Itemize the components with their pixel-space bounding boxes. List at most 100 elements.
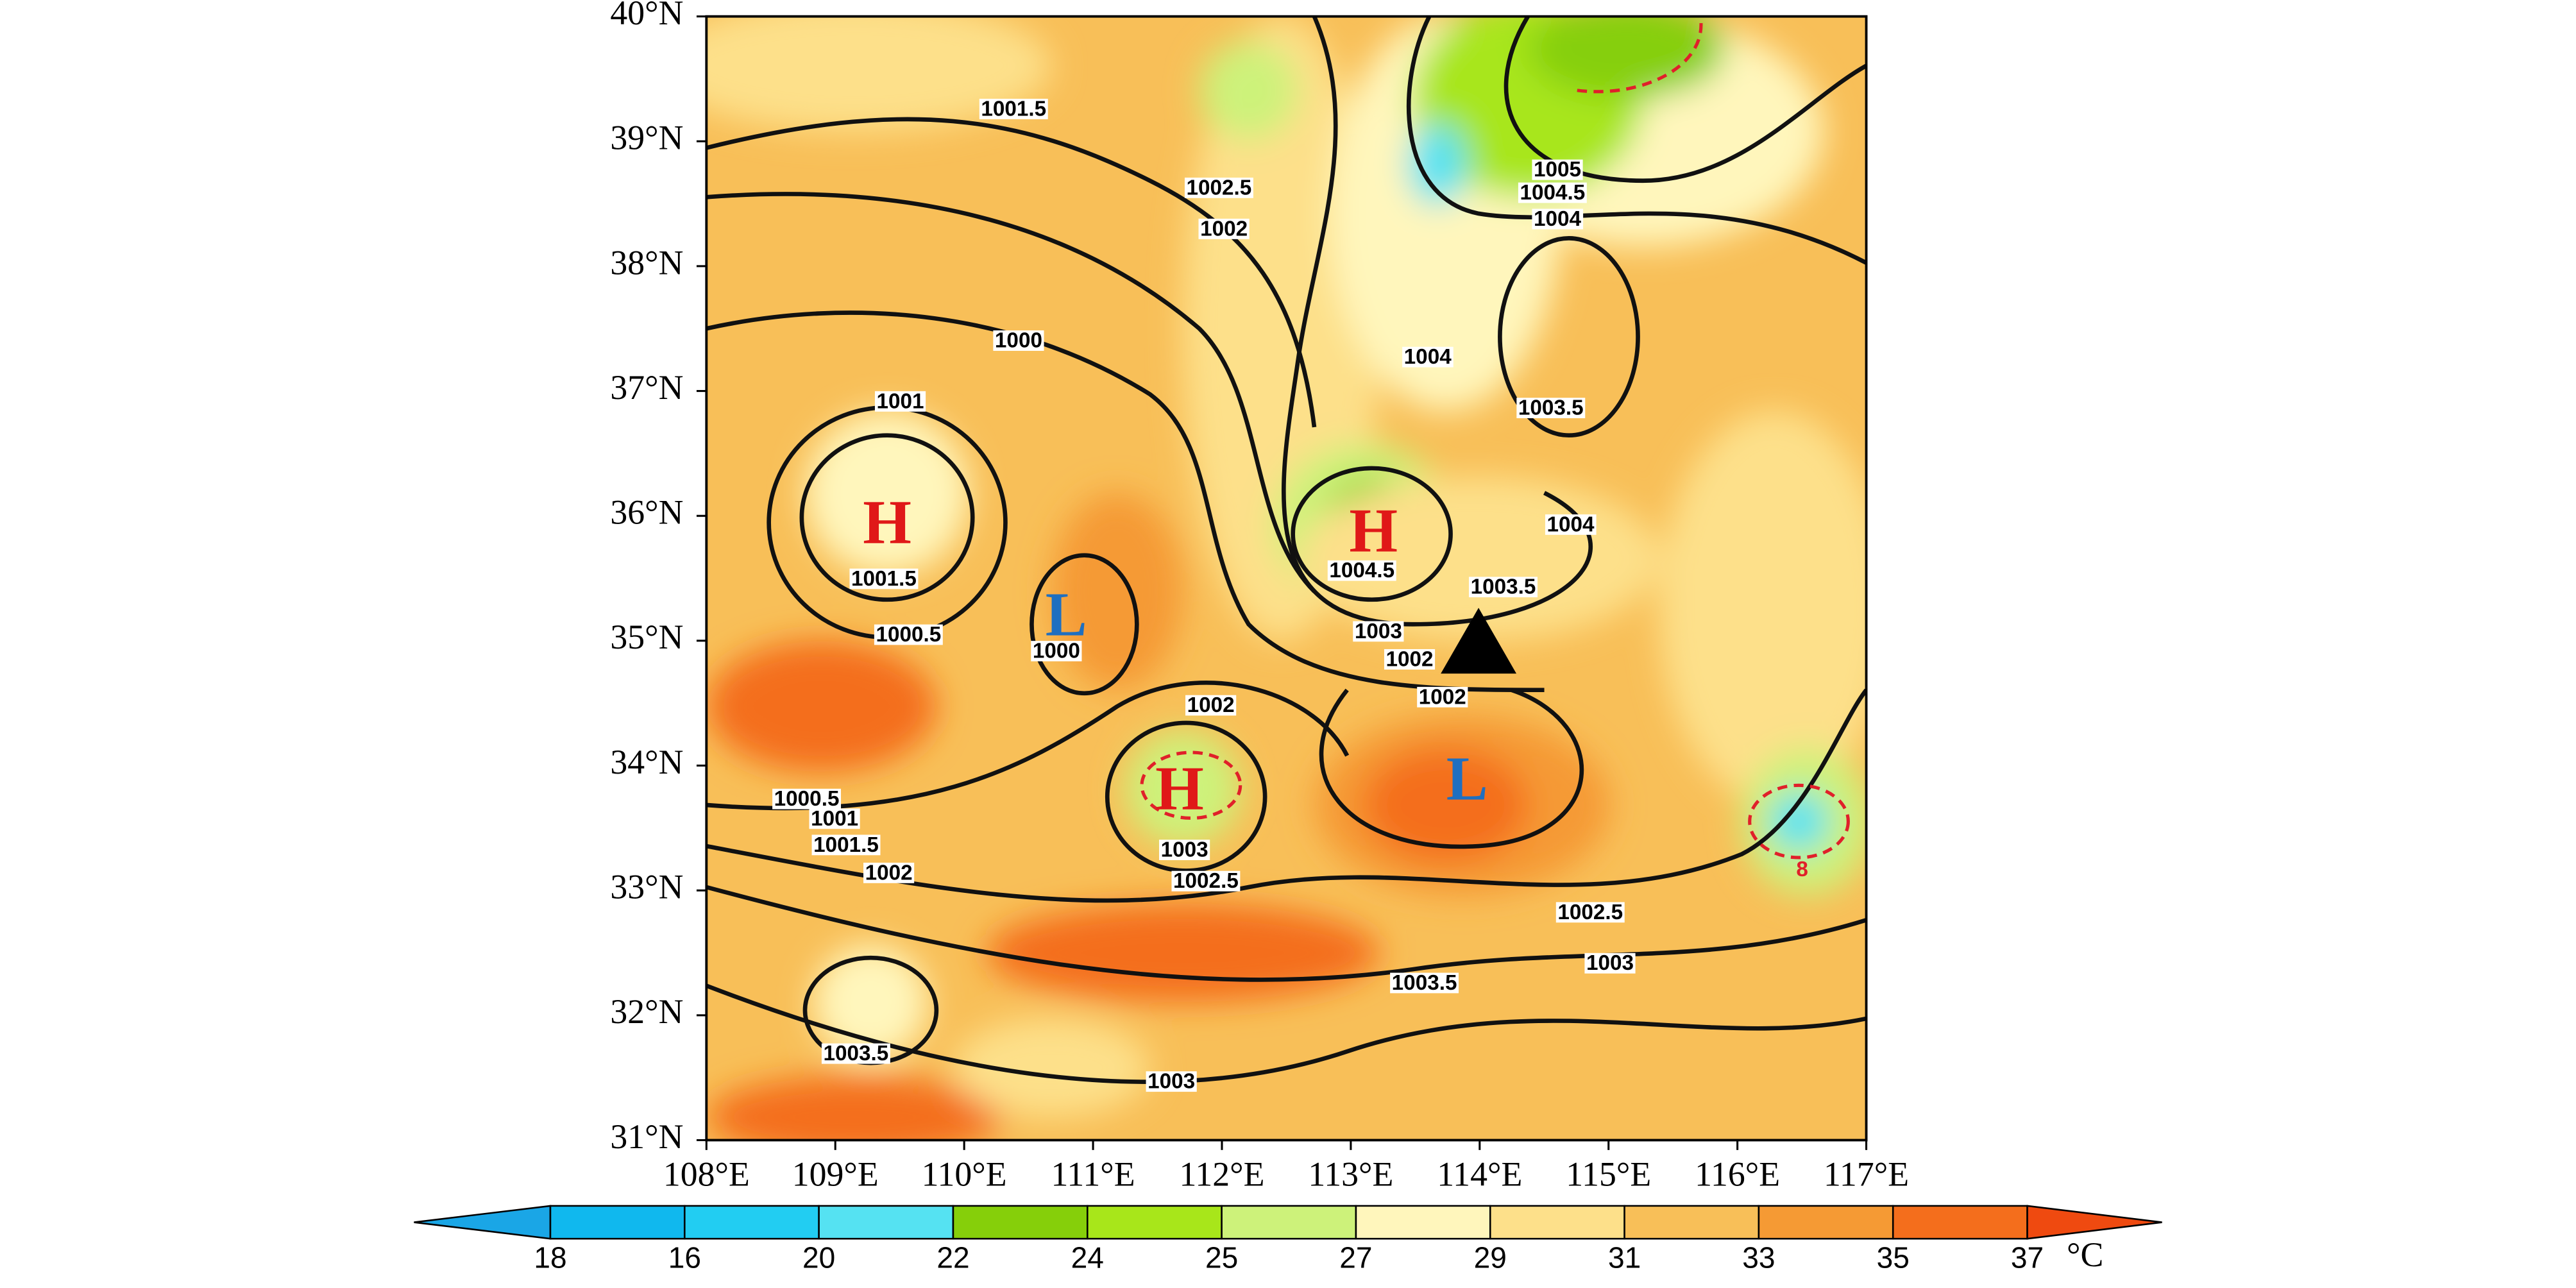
isobar-label: 1000 — [995, 329, 1042, 353]
label-box — [1555, 902, 1625, 923]
colorbar-label: 25 — [1205, 1241, 1238, 1275]
isobar-label: 1003.5 — [1471, 575, 1536, 599]
label-box — [809, 808, 860, 829]
label-box — [1384, 648, 1436, 670]
label-box — [1584, 953, 1636, 974]
colorbar-box — [1758, 1205, 1894, 1240]
label-box — [1184, 177, 1253, 198]
lon-label: 112°E — [1179, 1155, 1264, 1194]
isobar-label: 1003 — [1355, 620, 1402, 643]
label-box — [1031, 641, 1082, 662]
label-box — [874, 624, 943, 645]
label-box — [811, 835, 881, 856]
isobar-label: 1002.5 — [1557, 901, 1623, 924]
label-box — [1545, 514, 1597, 535]
isobar-label: 1002 — [1187, 693, 1235, 717]
isobar-label: 1003 — [1161, 838, 1208, 862]
label-box — [874, 391, 926, 412]
colorbar-box — [1489, 1205, 1625, 1240]
lon-label: 111°E — [1051, 1155, 1135, 1194]
lat-label: 38°N — [610, 243, 683, 282]
isobar-label: 1002 — [865, 861, 913, 885]
station-marker — [1441, 607, 1517, 674]
isobar-label: 1000.5 — [774, 787, 840, 811]
special-contour-label: 8 — [1796, 858, 1808, 881]
lat-label: 33°N — [610, 868, 683, 906]
colorbar-label: 22 — [936, 1241, 969, 1275]
lat-label: 34°N — [610, 743, 683, 781]
colorbar-label: 16 — [668, 1241, 701, 1275]
lon-label: 108°E — [663, 1155, 750, 1194]
colorbar-box — [1892, 1205, 2028, 1240]
isobar-label: 1001 — [877, 389, 924, 413]
lat-label: 40°N — [610, 0, 683, 32]
label-box — [1159, 840, 1210, 860]
label-box — [1469, 577, 1538, 598]
colorbar-end — [2026, 1205, 2162, 1240]
lon-label: 110°E — [922, 1155, 1007, 1194]
colorbar-label: 31 — [1608, 1241, 1641, 1275]
lon-label: 117°E — [1824, 1155, 1909, 1194]
colorbar-label: 20 — [802, 1241, 835, 1275]
colorbar-box — [1087, 1205, 1223, 1240]
pressure-center: L — [1046, 580, 1087, 649]
label-box — [993, 330, 1044, 351]
lat-label: 39°N — [610, 119, 683, 157]
isobar-label: 1003 — [1586, 951, 1634, 975]
colorbar-unit: °C — [2067, 1235, 2103, 1274]
isobar-label: 1003.5 — [823, 1042, 888, 1065]
pressure-center: H — [1349, 496, 1398, 566]
isobar-label: 1002.5 — [1173, 869, 1239, 893]
label-box — [1390, 972, 1459, 994]
isobar-label: 1004.5 — [1329, 559, 1394, 582]
colorbar-box — [1221, 1205, 1357, 1240]
label-box — [849, 568, 919, 589]
label-box — [821, 1043, 890, 1064]
label-box — [1518, 182, 1587, 203]
isobar-label: 1004 — [1547, 513, 1595, 536]
label-box — [1532, 208, 1584, 230]
isobar-label: 1002.5 — [1187, 176, 1252, 199]
isobar-label: 1001.5 — [813, 833, 879, 857]
isobar-label: 1004.5 — [1520, 181, 1585, 205]
label-box — [1146, 1071, 1197, 1092]
lon-label: 114°E — [1437, 1155, 1522, 1194]
colorbar-label: 29 — [1474, 1241, 1507, 1275]
colorbar-box — [818, 1205, 954, 1240]
label-box — [1532, 159, 1583, 180]
colorbar-box — [1623, 1205, 1760, 1240]
label-box — [979, 98, 1048, 119]
pressure-center: H — [863, 488, 911, 557]
colorbar-label: 37 — [2011, 1241, 2044, 1275]
label-box — [1327, 560, 1396, 581]
lat-label: 36°N — [610, 493, 683, 532]
isobar-label: 1005 — [1534, 158, 1581, 182]
isobar-label: 1002 — [1419, 685, 1466, 709]
isobar-label: 1001.5 — [981, 97, 1046, 121]
colorbar-box — [684, 1205, 820, 1240]
isobar-label: 1004 — [1404, 345, 1452, 369]
label-box — [1516, 398, 1586, 418]
isobar-label: 1004 — [1534, 207, 1582, 231]
label-box — [863, 862, 915, 883]
lon-label: 116°E — [1695, 1155, 1780, 1194]
isobar-label: 1003 — [1148, 1070, 1195, 1094]
label-box — [772, 788, 842, 809]
isobars — [706, 16, 1867, 1084]
lat-label: 35°N — [610, 618, 683, 656]
label-box — [1353, 621, 1404, 642]
pressure-center: L — [1446, 745, 1488, 814]
label-box — [1417, 686, 1468, 708]
colorbar-label: 24 — [1071, 1241, 1104, 1275]
colorbar-box — [1355, 1205, 1491, 1240]
colorbar-end — [414, 1205, 552, 1240]
isobar-label: 1001 — [811, 807, 858, 831]
lon-label: 109°E — [792, 1155, 879, 1194]
lat-label: 31°N — [610, 1117, 683, 1156]
lat-label: 32°N — [610, 992, 683, 1031]
lon-label: 113°E — [1308, 1155, 1393, 1194]
lon-label: 115°E — [1566, 1155, 1651, 1194]
isobar-label: 1003.5 — [1392, 971, 1457, 995]
isobar-label: 1002 — [1200, 217, 1248, 241]
colorbar-box — [952, 1205, 1089, 1240]
